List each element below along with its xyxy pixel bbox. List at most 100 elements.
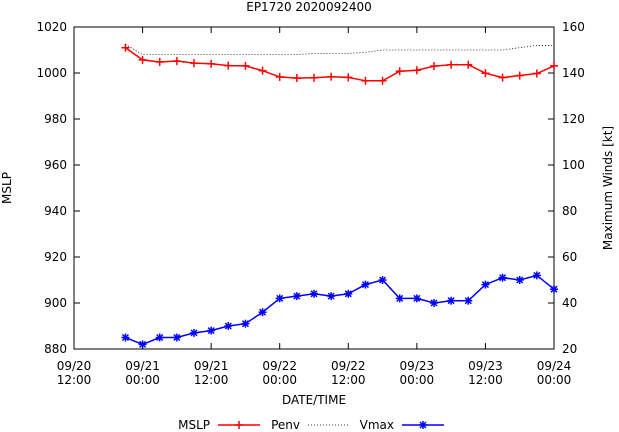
vmax-point — [550, 285, 558, 294]
vmax-point — [190, 328, 198, 337]
series-line-vmax — [125, 274, 555, 346]
vmax-point — [155, 333, 164, 342]
x-tick-label-date: 09/23 — [468, 359, 503, 373]
vmax-point — [327, 292, 336, 301]
plot-frame — [73, 26, 555, 350]
penv-point — [344, 73, 353, 82]
vmax-point — [515, 276, 524, 284]
x-tick-label-date: 09/23 — [400, 359, 435, 373]
x-tick-label-date: 09/20 — [57, 359, 92, 373]
vmax-point — [121, 333, 130, 342]
y-right-tick-label: 80 — [562, 204, 577, 218]
vmax-point — [481, 280, 490, 289]
vmax-point — [292, 292, 301, 301]
y-right-tick-label: 60 — [562, 250, 577, 264]
penv-point — [412, 66, 421, 75]
vmax-point — [207, 326, 216, 335]
chart-title: EP1720 2020092400 — [246, 0, 372, 14]
penv-point — [481, 69, 490, 78]
legend-star-marker-d2 — [419, 421, 427, 429]
y-left-tick-label: 940 — [44, 204, 67, 218]
penv-point — [138, 55, 147, 64]
x-tick-label-time: 12:00 — [57, 373, 92, 387]
penv-point — [310, 73, 318, 82]
penv-point — [464, 60, 473, 69]
x-tick-label-date: 09/22 — [331, 359, 366, 373]
vmax-point — [241, 319, 250, 328]
x-tick-label-time: 00:00 — [262, 373, 297, 387]
x-tick-label-time: 12:00 — [468, 373, 503, 387]
series-line-penv — [124, 47, 555, 82]
penv-point — [515, 71, 524, 80]
legend: MSLP Penv Vmax — [178, 418, 444, 432]
vmax-point — [275, 294, 284, 303]
penv-point — [378, 76, 387, 85]
x-tick-label-time: 00:00 — [125, 373, 160, 387]
x-tick-label-date: 09/21 — [194, 359, 229, 373]
y-right-tick-label: 40 — [562, 296, 577, 310]
y-right-tick-label: 160 — [562, 20, 585, 34]
left-axis-ticks: 880 900 920 940 960 980 1000 1020 — [36, 20, 554, 356]
y-axis-right-label: Maximum Winds [kt] — [601, 126, 615, 250]
vmax-point — [172, 333, 181, 342]
penv-point — [532, 69, 541, 78]
x-axis-label: DATE/TIME — [282, 393, 346, 407]
x-tick-label-date: 09/21 — [125, 359, 160, 373]
penv-point — [361, 76, 370, 85]
penv-point — [190, 59, 198, 68]
y-right-tick-label: 100 — [562, 158, 585, 172]
y-right-tick-label: 140 — [562, 66, 585, 80]
vmax-point — [430, 299, 438, 307]
right-axis-ticks: 20 40 60 80 100 120 140 160 — [562, 20, 585, 356]
penv-point — [327, 72, 336, 81]
legend-penv-label: Penv — [271, 418, 300, 432]
y-left-tick-label: 1020 — [36, 20, 67, 34]
y-axis-left-label: MSLP — [0, 172, 14, 204]
vmax-point — [464, 296, 473, 305]
penv-point — [447, 60, 456, 69]
vmax-point — [395, 294, 404, 303]
legend-vmax-label: Vmax — [360, 418, 394, 432]
y-right-tick-label: 120 — [562, 112, 585, 126]
y-left-tick-label: 920 — [44, 250, 67, 264]
vmax-point — [361, 280, 370, 289]
vmax-point — [344, 289, 353, 298]
y-left-tick-label: 980 — [44, 112, 67, 126]
penv-point — [207, 59, 216, 68]
vmax-point — [310, 289, 318, 298]
legend-mslp-label: MSLP — [178, 418, 210, 432]
vmax-point — [532, 271, 541, 280]
x-tick-label-time: 00:00 — [537, 373, 572, 387]
series-line-mslp-dotted — [125, 43, 554, 55]
penv-point — [258, 66, 267, 75]
penv-point — [275, 72, 284, 81]
penv-point — [395, 67, 404, 76]
y-left-tick-label: 900 — [44, 296, 67, 310]
penv-point — [498, 73, 507, 82]
vmax-point — [378, 276, 387, 284]
penv-point — [155, 57, 164, 66]
penv-point — [172, 57, 181, 66]
y-left-tick-label: 960 — [44, 158, 67, 172]
x-tick-label-time: 12:00 — [194, 373, 229, 387]
vmax-point — [224, 322, 233, 330]
series-layer — [121, 43, 558, 349]
x-tick-label-time: 12:00 — [331, 373, 366, 387]
penv-point — [430, 62, 438, 71]
penv-point — [241, 61, 250, 70]
vmax-point — [258, 308, 267, 317]
penv-point — [224, 61, 233, 70]
y-left-tick-label: 1000 — [36, 66, 67, 80]
x-tick-label-date: 09/22 — [262, 359, 297, 373]
vmax-point — [412, 294, 421, 303]
penv-point — [550, 61, 558, 70]
y-right-tick-label: 20 — [562, 342, 577, 356]
penv-point — [121, 43, 130, 52]
y-left-tick-label: 880 — [44, 342, 67, 356]
vmax-point — [138, 340, 147, 349]
vmax-point — [447, 296, 456, 305]
x-tick-label-date: 09/24 — [537, 359, 572, 373]
penv-point — [292, 74, 301, 83]
vmax-point — [498, 273, 507, 282]
